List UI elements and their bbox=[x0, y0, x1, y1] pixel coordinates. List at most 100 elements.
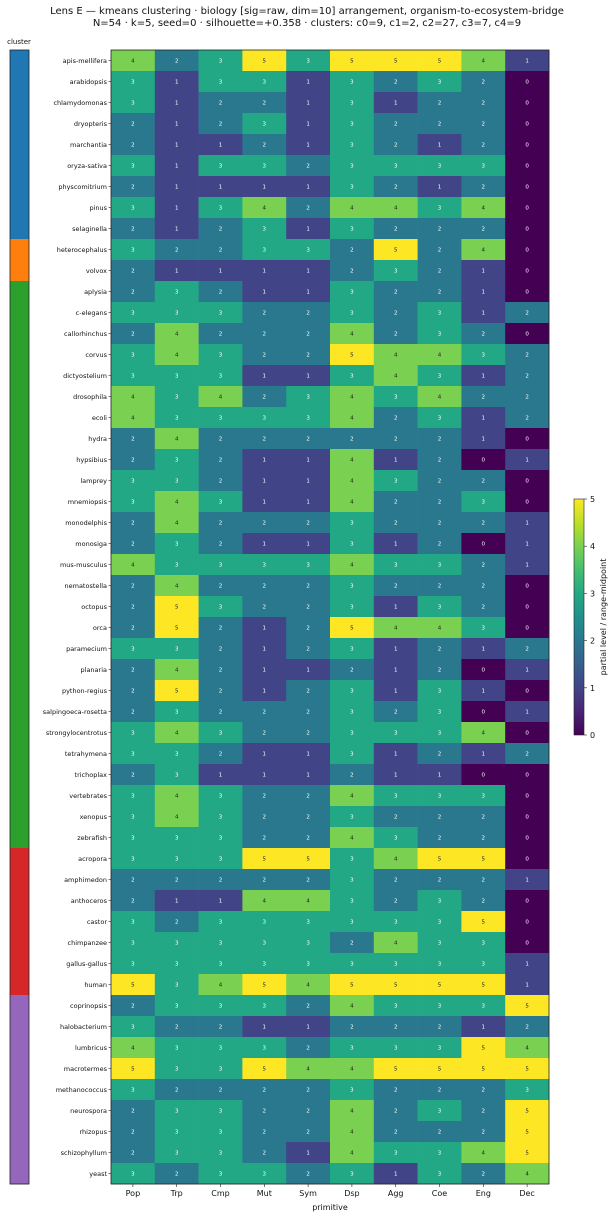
cell-value-label: 2 bbox=[350, 773, 354, 779]
column-labels: Pop Trp Cmp Mut Sym Dsp Agg Coe Eng Dec bbox=[126, 1184, 535, 1198]
heatmap-cell bbox=[417, 806, 462, 828]
heatmap-cell bbox=[330, 995, 375, 1017]
heatmap-cell bbox=[505, 785, 550, 807]
heatmap-cell bbox=[154, 155, 199, 177]
heatmap-cell bbox=[286, 50, 331, 72]
cell-value-label: 1 bbox=[306, 269, 310, 275]
cell-value-label: 3 bbox=[219, 857, 223, 863]
heatmap-cell bbox=[505, 554, 550, 576]
cell-value-label: 1 bbox=[263, 647, 267, 653]
heatmap-cell bbox=[505, 365, 550, 387]
heatmap-cell bbox=[373, 890, 418, 912]
heatmap-cell bbox=[373, 659, 418, 681]
heatmap-cell bbox=[373, 554, 418, 576]
heatmap-cell bbox=[373, 974, 418, 996]
heatmap-cell bbox=[286, 470, 331, 492]
row-label: drosophila bbox=[73, 393, 107, 401]
cell-value-label: 2 bbox=[306, 878, 310, 884]
cell-value-label: 1 bbox=[394, 668, 398, 674]
cell-value-label: 1 bbox=[175, 227, 179, 233]
heatmap-cell bbox=[461, 155, 506, 177]
colorbar-ticks: 0 1 2 3 4 5 bbox=[584, 495, 595, 740]
cell-value-label: 2 bbox=[131, 626, 135, 632]
cell-value-label: 2 bbox=[219, 521, 223, 527]
cell-value-label: 2 bbox=[263, 332, 267, 338]
heatmap-cell bbox=[286, 134, 331, 156]
heatmap-cell bbox=[330, 974, 375, 996]
cell-value-label: 3 bbox=[350, 80, 354, 86]
cell-value-label: 2 bbox=[438, 458, 442, 464]
heatmap-cell bbox=[198, 155, 243, 177]
cell-value-label: 4 bbox=[131, 59, 135, 65]
cell-value-label: 2 bbox=[131, 458, 135, 464]
heatmap-cell bbox=[111, 197, 156, 219]
row-label: planaria bbox=[81, 666, 107, 674]
cell-value-label: 3 bbox=[131, 206, 135, 212]
heatmap-cell bbox=[505, 239, 550, 261]
heatmap-cell bbox=[154, 638, 199, 660]
heatmap-cell bbox=[242, 1058, 287, 1080]
cell-value-label: 3 bbox=[438, 206, 442, 212]
cell-value-label: 1 bbox=[306, 1151, 310, 1157]
cell-value-label: 3 bbox=[438, 1046, 442, 1052]
heatmap-cell bbox=[330, 722, 375, 744]
cell-value-label: 3 bbox=[306, 962, 310, 968]
cell-value-label: 2 bbox=[263, 794, 267, 800]
heatmap-cell bbox=[373, 617, 418, 639]
cell-value-label: 4 bbox=[219, 983, 223, 989]
cell-value-label: 3 bbox=[306, 59, 310, 65]
cell-value-label: 1 bbox=[482, 752, 486, 758]
cell-value-label: 2 bbox=[131, 521, 135, 527]
heatmap-cell bbox=[111, 386, 156, 408]
column-label: Eng bbox=[476, 1189, 491, 1198]
cell-value-label: 5 bbox=[394, 59, 398, 65]
cell-value-label: 1 bbox=[263, 773, 267, 779]
cell-value-label: 2 bbox=[482, 1172, 486, 1178]
heatmap-cell bbox=[242, 638, 287, 660]
cell-value-label: 2 bbox=[263, 353, 267, 359]
heatmap-cell bbox=[111, 1142, 156, 1164]
cell-value-label: 2 bbox=[438, 584, 442, 590]
cell-value-label: 3 bbox=[306, 563, 310, 569]
cell-value-label: 3 bbox=[175, 416, 179, 422]
cell-value-label: 0 bbox=[482, 668, 486, 674]
cell-value-label: 1 bbox=[306, 290, 310, 296]
cell-value-label: 2 bbox=[175, 1025, 179, 1031]
cell-value-label: 1 bbox=[263, 479, 267, 485]
heatmap-cell bbox=[242, 239, 287, 261]
heatmap-cell bbox=[198, 176, 243, 198]
heatmap-cell bbox=[242, 764, 287, 786]
cell-value-label: 2 bbox=[482, 563, 486, 569]
row-label: c-elegans bbox=[76, 309, 108, 317]
cell-value-label: 1 bbox=[482, 689, 486, 695]
heatmap-cell bbox=[461, 1100, 506, 1122]
heatmap-cell bbox=[330, 512, 375, 534]
heatmap-cell bbox=[242, 722, 287, 744]
cell-value-label: 5 bbox=[438, 983, 442, 989]
heatmap-cell bbox=[242, 134, 287, 156]
cell-value-label: 5 bbox=[263, 857, 267, 863]
cell-value-label: 3 bbox=[394, 1046, 398, 1052]
cell-value-label: 3 bbox=[131, 647, 135, 653]
heatmap-cell bbox=[505, 1100, 550, 1122]
cell-value-label: 2 bbox=[350, 269, 354, 275]
heatmap-cell bbox=[198, 617, 243, 639]
heatmap-cell bbox=[417, 659, 462, 681]
cell-value-label: 2 bbox=[438, 647, 442, 653]
cell-value-label: 4 bbox=[350, 836, 354, 842]
heatmap-cell bbox=[154, 701, 199, 723]
heatmap-cell bbox=[505, 323, 550, 345]
cell-value-label: 3 bbox=[219, 941, 223, 947]
heatmap-cell bbox=[330, 533, 375, 555]
cluster-band bbox=[10, 50, 29, 240]
row-label: tetrahymena bbox=[65, 750, 107, 758]
heatmap-cell bbox=[198, 428, 243, 450]
cell-value-label: 4 bbox=[175, 815, 179, 821]
heatmap-cell bbox=[461, 869, 506, 891]
heatmap-cell bbox=[242, 533, 287, 555]
heatmap-cell bbox=[330, 176, 375, 198]
cell-value-label: 3 bbox=[438, 416, 442, 422]
cell-value-label: 3 bbox=[219, 731, 223, 737]
cell-value-label: 2 bbox=[219, 248, 223, 254]
cell-value-label: 2 bbox=[219, 227, 223, 233]
